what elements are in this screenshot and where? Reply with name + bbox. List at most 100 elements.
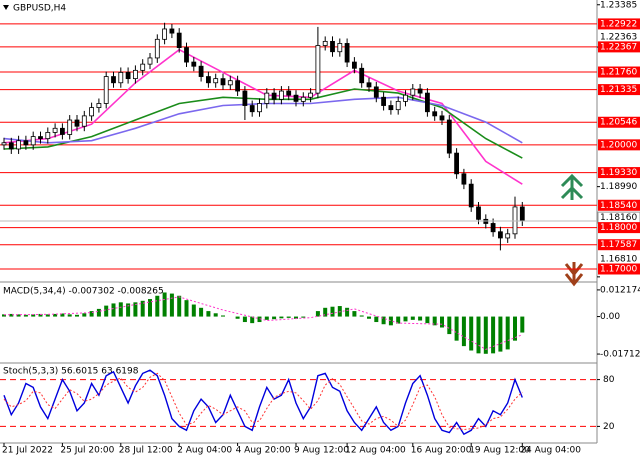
x-tick-label: 16 Aug 20:00 bbox=[411, 446, 472, 456]
macd-bar bbox=[440, 316, 444, 328]
macd-bar bbox=[53, 313, 58, 317]
y-tick-label: 0.00 bbox=[600, 312, 620, 322]
candle-body bbox=[213, 78, 219, 84]
current-price-label: 1.18160 bbox=[600, 213, 637, 223]
candle-body bbox=[468, 183, 474, 208]
macd-bar bbox=[513, 316, 517, 341]
candle-body bbox=[417, 88, 423, 94]
macd-bar bbox=[2, 314, 6, 317]
macd-bar bbox=[352, 311, 357, 317]
candle-body bbox=[315, 45, 321, 94]
candle-body bbox=[45, 132, 51, 140]
candle-body bbox=[96, 103, 102, 108]
macd-bar bbox=[520, 316, 525, 333]
candle-body bbox=[111, 76, 116, 84]
level-label: 1.21760 bbox=[600, 68, 637, 78]
macd-bar bbox=[337, 306, 342, 317]
level-label: 1.18000 bbox=[600, 223, 637, 233]
candle-body bbox=[132, 69, 138, 80]
level-label-box bbox=[598, 66, 640, 78]
chart-title: GBPUSD,H4 bbox=[13, 4, 66, 14]
candle-body bbox=[205, 76, 211, 84]
macd-bar bbox=[345, 307, 350, 317]
up-arrow bbox=[560, 173, 584, 200]
macd-bar bbox=[235, 316, 240, 319]
macd-bar bbox=[206, 311, 211, 317]
macd-bar bbox=[89, 311, 94, 317]
y-tick-label: 80 bbox=[603, 375, 615, 385]
candle-body bbox=[497, 231, 503, 239]
x-tick-label: 28 Jul 12:00 bbox=[119, 446, 173, 456]
macd-title: MACD(5,34,4) -0.007302 -0.008265 bbox=[3, 287, 164, 297]
macd-bar bbox=[148, 299, 152, 317]
macd-bar bbox=[447, 316, 452, 335]
macd-bar bbox=[250, 316, 255, 324]
level-label: 1.21335 bbox=[600, 85, 637, 95]
candle-body bbox=[60, 127, 65, 135]
candle-body bbox=[424, 92, 430, 113]
candle-body bbox=[300, 96, 306, 102]
candle-body bbox=[16, 140, 22, 150]
macd-bar bbox=[272, 316, 277, 320]
macd-bar bbox=[213, 313, 218, 317]
level-label-box bbox=[598, 84, 640, 96]
candle-body bbox=[38, 136, 43, 140]
macd-bar bbox=[45, 314, 50, 317]
macd-bar bbox=[257, 316, 262, 323]
macd-bar bbox=[476, 316, 481, 354]
candle-body bbox=[512, 206, 518, 235]
macd-bar bbox=[16, 314, 21, 317]
candle-body bbox=[242, 90, 248, 106]
candle-body bbox=[410, 88, 416, 96]
candle-body bbox=[198, 65, 204, 77]
candle-body bbox=[154, 38, 160, 59]
y-tick-label: 1.16810 bbox=[600, 254, 637, 264]
level-label: 1.18540 bbox=[600, 201, 637, 211]
candle-body bbox=[147, 57, 153, 65]
macd-bar bbox=[118, 302, 123, 317]
level-label: 1.20546 bbox=[600, 118, 637, 128]
macd-bar bbox=[418, 316, 423, 321]
stoch-title: Stoch(5,3,3) 56.6015 63.6198 bbox=[3, 367, 139, 377]
macd-bar bbox=[381, 316, 386, 325]
candle-body bbox=[351, 61, 357, 69]
candle-body bbox=[125, 72, 131, 80]
candle-body bbox=[439, 115, 445, 121]
macd-bar bbox=[461, 316, 466, 347]
candle-body bbox=[359, 67, 365, 84]
level-label-box bbox=[598, 239, 640, 251]
macd-bar bbox=[425, 316, 430, 324]
candle-body bbox=[52, 127, 58, 133]
macd-bar bbox=[96, 308, 101, 317]
macd-bar bbox=[410, 316, 415, 320]
candle-body bbox=[344, 43, 350, 63]
candle-body bbox=[403, 94, 408, 102]
macd-bar bbox=[396, 316, 401, 324]
candle-body bbox=[476, 206, 481, 220]
macd-bar bbox=[38, 313, 43, 317]
candle-body bbox=[388, 105, 394, 111]
candle-body bbox=[490, 223, 496, 233]
macd-bar bbox=[279, 316, 284, 319]
candle-body bbox=[322, 40, 328, 46]
level-label: 1.19330 bbox=[600, 168, 637, 178]
candle-body bbox=[505, 233, 511, 239]
candle-body bbox=[81, 115, 87, 127]
macd-bar bbox=[104, 305, 109, 317]
x-tick-label: 2 Aug 04:00 bbox=[177, 446, 232, 456]
macd-bar bbox=[323, 307, 328, 317]
y-tick-label: 1.23385 bbox=[600, 0, 637, 10]
y-tick-label: 1.22363 bbox=[600, 32, 637, 42]
macd-bar bbox=[242, 316, 247, 323]
candle-body bbox=[191, 61, 197, 67]
macd-bar bbox=[177, 295, 182, 317]
macd-bar bbox=[264, 316, 269, 320]
macd-bar bbox=[126, 303, 131, 317]
candle-body bbox=[446, 119, 452, 154]
candle-body bbox=[461, 173, 467, 185]
level-label-box bbox=[598, 139, 640, 151]
candle-body bbox=[23, 140, 29, 146]
macd-bar bbox=[31, 314, 36, 317]
